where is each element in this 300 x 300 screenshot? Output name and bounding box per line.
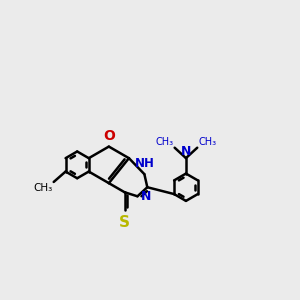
Text: NH: NH (134, 157, 154, 170)
Text: CH₃: CH₃ (34, 183, 53, 193)
Text: CH₃: CH₃ (198, 137, 216, 147)
Text: S: S (119, 214, 130, 230)
Text: O: O (103, 129, 115, 143)
Text: N: N (141, 190, 152, 203)
Text: CH₃: CH₃ (156, 137, 174, 147)
Text: N: N (181, 145, 191, 158)
